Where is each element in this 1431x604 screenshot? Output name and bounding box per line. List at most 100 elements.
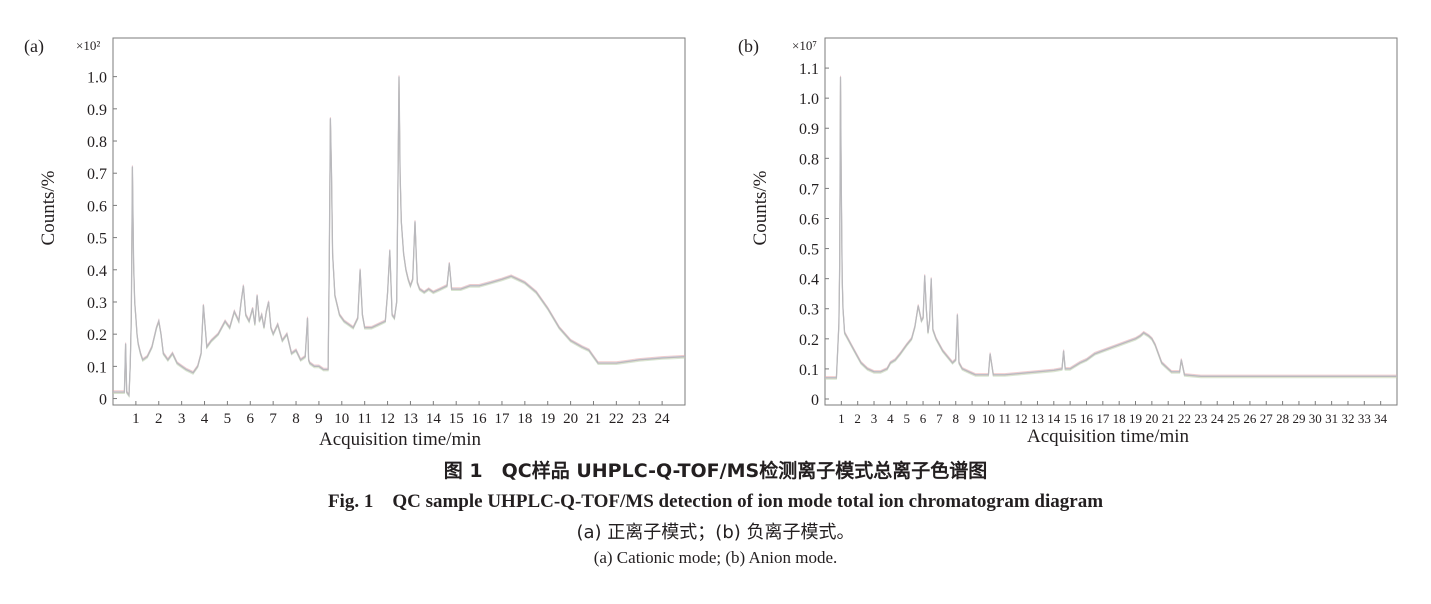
x-tick-label: 9 (969, 411, 976, 426)
x-tick-label: 7 (269, 411, 277, 427)
x-tick-label: 22 (1178, 411, 1191, 426)
x-tick-label: 23 (632, 411, 647, 427)
replicate-trace-line (825, 77, 1397, 379)
x-tick-label: 11 (999, 411, 1012, 426)
y-tick-label: 0.4 (799, 272, 819, 289)
x-tick-label: 17 (494, 411, 510, 427)
y-tick-label: 0.1 (799, 362, 819, 379)
x-tick-label: 10 (982, 411, 995, 426)
panel-b-ylabel: Counts/% (750, 170, 771, 245)
x-tick-label: 31 (1325, 411, 1338, 426)
y-tick-label: 0.2 (87, 327, 107, 344)
x-tick-label: 13 (403, 411, 418, 427)
y-tick-label: 0.8 (799, 151, 819, 168)
replicate-trace-line (825, 78, 1397, 380)
y-tick-label: 0 (99, 392, 107, 409)
y-tick-label: 0.9 (87, 102, 107, 119)
replicate-trace-line (825, 75, 1397, 378)
panel-a-chart: (a) ×10² Counts/% Acquisition time/min 0… (24, 36, 686, 450)
x-tick-label: 20 (1145, 411, 1158, 426)
x-tick-label: 13 (1031, 411, 1044, 426)
x-tick-label: 14 (1047, 411, 1061, 426)
x-tick-label: 11 (357, 411, 371, 427)
x-tick-label: 27 (1260, 411, 1274, 426)
y-tick-label: 0.6 (799, 211, 819, 228)
x-tick-label: 18 (517, 411, 532, 427)
x-tick-label: 21 (1162, 411, 1175, 426)
x-tick-label: 25 (1227, 411, 1240, 426)
x-tick-label: 1 (838, 411, 845, 426)
x-tick-label: 12 (380, 411, 395, 427)
x-tick-label: 15 (449, 411, 464, 427)
figure-caption-cn: 图 1 QC样品 UHPLC-Q-TOF/MS检测离子模式总离子色谱图 (443, 460, 988, 482)
figure-note-en: (a) Cationic mode; (b) Anion mode. (593, 548, 838, 567)
x-tick-label: 14 (426, 411, 442, 427)
x-tick-label: 4 (201, 411, 209, 427)
y-tick-label: 0 (811, 392, 819, 409)
y-tick-label: 0.6 (87, 198, 107, 215)
panel-b-multiplier: ×10⁷ (792, 38, 817, 53)
x-tick-label: 19 (540, 411, 555, 427)
x-tick-label: 6 (920, 411, 927, 426)
y-tick-label: 0.7 (799, 181, 819, 198)
x-tick-label: 12 (1015, 411, 1028, 426)
replicate-trace-line (113, 75, 686, 396)
x-tick-label: 16 (472, 411, 488, 427)
x-tick-label: 29 (1292, 411, 1305, 426)
x-tick-label: 5 (903, 411, 910, 426)
replicate-trace-line (825, 76, 1397, 378)
y-tick-label: 1.1 (799, 61, 819, 78)
panel-a-xlabel: Acquisition time/min (319, 429, 482, 450)
x-tick-label: 17 (1096, 411, 1110, 426)
panel-a-ylabel: Counts/% (38, 170, 59, 245)
y-tick-label: 0.5 (87, 231, 107, 248)
panel-b-xlabel: Acquisition time/min (1027, 426, 1190, 447)
panel-a-multiplier: ×10² (76, 38, 100, 53)
x-tick-label: 6 (247, 411, 255, 427)
x-tick-label: 33 (1358, 411, 1371, 426)
y-tick-label: 0.3 (87, 295, 107, 312)
x-tick-label: 9 (315, 411, 323, 427)
x-tick-label: 3 (871, 411, 878, 426)
panel-a-label: (a) (24, 36, 44, 57)
y-tick-label: 0.5 (799, 242, 819, 259)
x-tick-label: 22 (609, 411, 624, 427)
x-tick-label: 5 (224, 411, 232, 427)
panel-b-label: (b) (738, 36, 759, 57)
x-tick-label: 3 (178, 411, 186, 427)
tic-trace-line (825, 77, 1397, 379)
panel-b-chart: (b) ×10⁷ Counts/% Acquisition time/min 0… (738, 36, 1398, 447)
x-tick-label: 4 (887, 411, 894, 426)
x-tick-label: 21 (586, 411, 601, 427)
figure-note-cn: (a) 正离子模式；(b) 负离子模式。 (576, 522, 855, 543)
x-tick-label: 2 (155, 411, 163, 427)
x-tick-label: 15 (1064, 411, 1077, 426)
x-tick-label: 26 (1243, 411, 1257, 426)
tic-trace-line (113, 76, 686, 398)
replicate-trace-line (113, 77, 686, 399)
figure-caption-en: Fig. 1 QC sample UHPLC-Q-TOF/MS detectio… (327, 491, 1104, 512)
y-tick-label: 0.9 (799, 121, 819, 138)
x-tick-label: 34 (1374, 411, 1388, 426)
x-tick-label: 32 (1341, 411, 1354, 426)
x-tick-label: 1 (132, 411, 140, 427)
y-tick-label: 1.0 (799, 91, 819, 108)
y-tick-label: 0.8 (87, 134, 107, 151)
x-tick-label: 20 (563, 411, 578, 427)
y-tick-label: 1.0 (87, 70, 107, 87)
x-tick-label: 30 (1309, 411, 1322, 426)
x-tick-label: 23 (1194, 411, 1207, 426)
x-tick-label: 8 (292, 411, 300, 427)
y-tick-label: 0.7 (87, 166, 107, 183)
plot-frame (824, 37, 1398, 406)
x-tick-label: 2 (854, 411, 861, 426)
x-tick-label: 10 (334, 411, 349, 427)
x-tick-label: 8 (952, 411, 959, 426)
plot-frame (112, 37, 686, 406)
x-tick-label: 19 (1129, 411, 1142, 426)
x-tick-label: 18 (1113, 411, 1126, 426)
x-tick-label: 24 (655, 411, 671, 427)
x-tick-label: 16 (1080, 411, 1094, 426)
y-tick-label: 0.4 (87, 263, 107, 280)
